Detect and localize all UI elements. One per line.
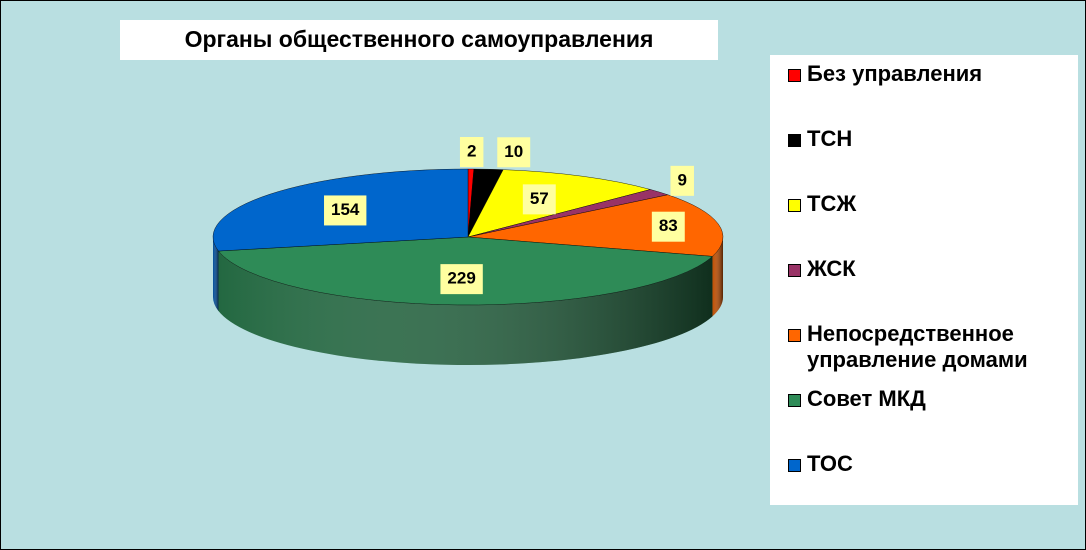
legend-label: ТСЖ [807,191,857,216]
data-label: 10 [504,142,523,161]
chart-title: Органы общественного самоуправления [185,26,654,52]
legend-swatch [788,199,801,212]
data-label-box [670,165,694,196]
pie: 2 10 57 9 83 229 154 [212,137,724,366]
legend-item: Без управления [788,61,1078,126]
legend-label: Непосредственное управление домами [807,321,1028,372]
data-label-box [459,137,484,168]
legend-item: Совет МКД [788,386,1078,451]
title-box [120,20,718,60]
data-label: 2 [467,141,476,160]
legend-label: ЖСК [807,256,856,281]
data-label: 9 [678,170,687,189]
legend-item: ТОС [788,451,1078,516]
legend-swatch [788,134,801,147]
legend-item: ЖСК [788,256,1078,321]
data-label-box [651,211,685,242]
data-label: 154 [331,200,360,219]
data-label-box [440,264,483,295]
legend-label: ТСН [807,126,853,151]
legend-swatch [788,69,801,82]
legend-label: Совет МКД [807,386,926,411]
legend-swatch [788,329,801,342]
slice-side-shade [218,251,713,366]
legend-swatch [788,459,801,472]
legend: Без управления ТСН ТСЖ ЖСК Непосредственное … [770,55,1078,505]
data-label: 229 [447,269,475,288]
legend-swatch [788,264,801,277]
data-label-box [522,184,556,215]
data-label: 57 [530,189,549,208]
slice-side-shade [213,237,219,312]
data-label-box [324,195,367,226]
data-label-box [497,137,531,168]
legend-label: Без управления [807,61,983,86]
legend-item: ТСН [788,126,1078,191]
slice-side-shade [712,237,723,317]
legend-item: Непосредственное управление домами [788,321,1078,386]
legend-label: ТОС [807,451,853,476]
slice [467,169,652,238]
legend-item: ТСЖ [788,191,1078,256]
data-label: 83 [659,216,678,235]
legend-swatch [788,394,801,407]
